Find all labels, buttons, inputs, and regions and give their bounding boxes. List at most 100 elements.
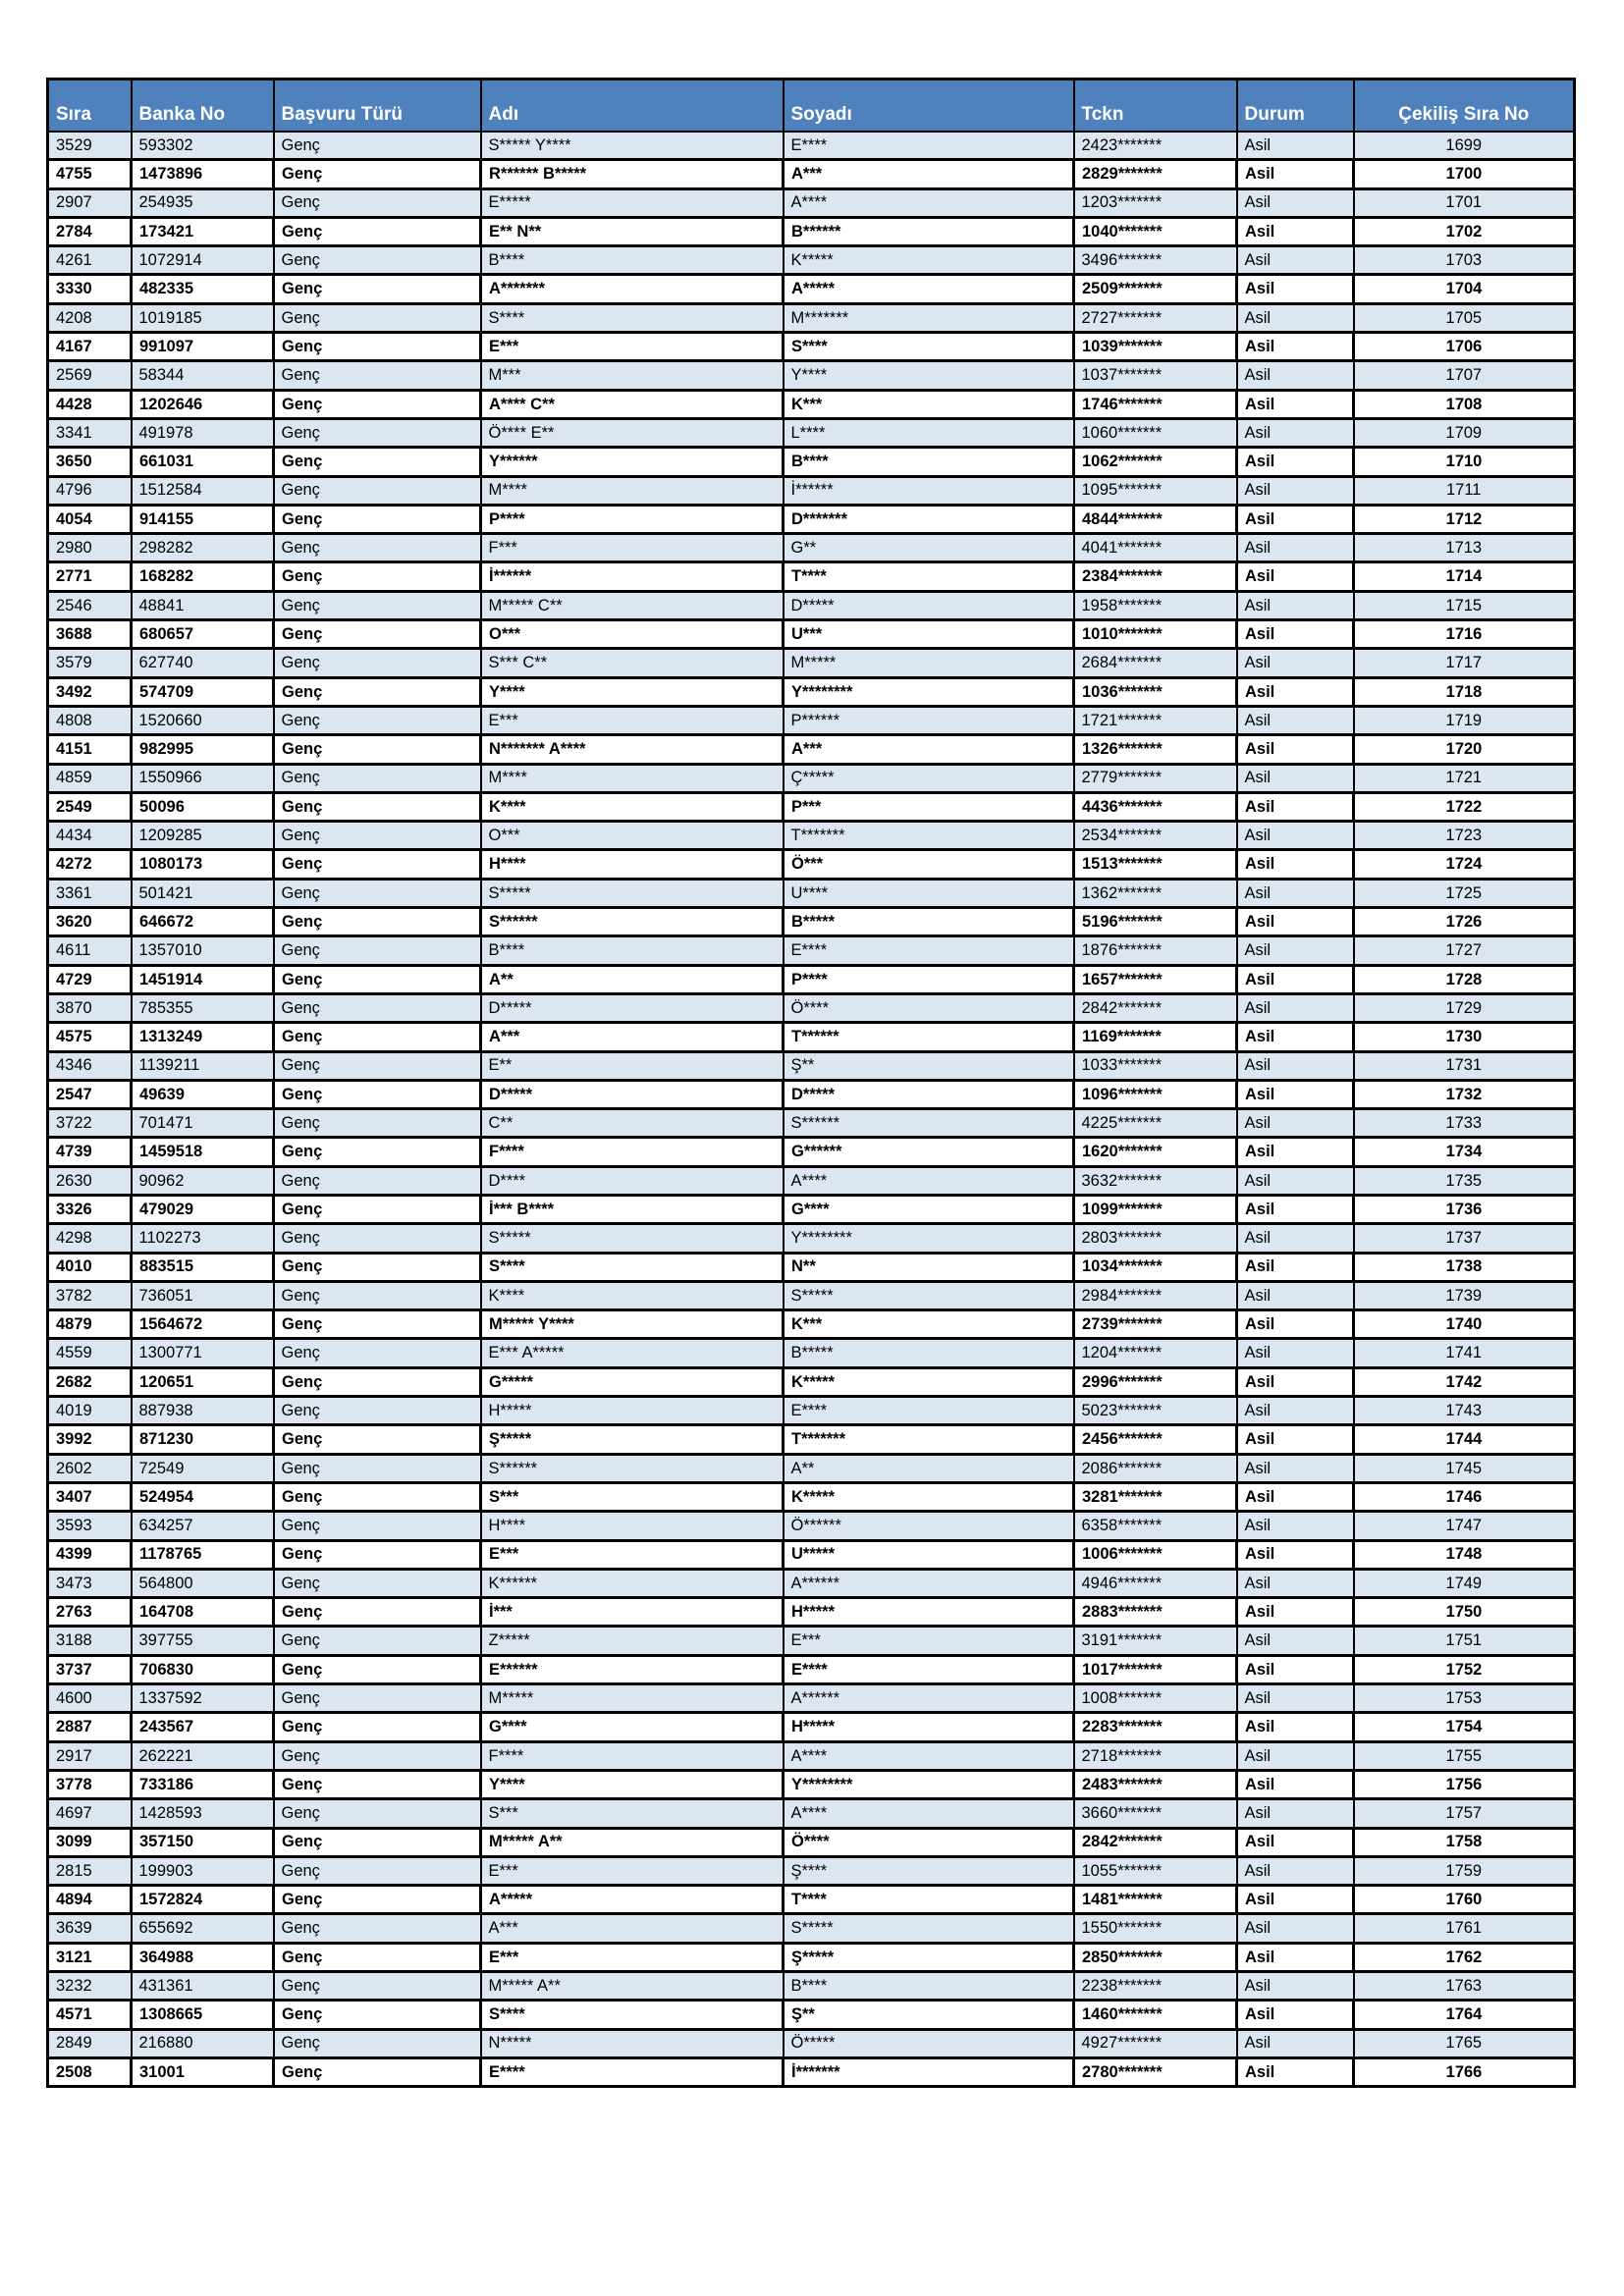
cell-soyadi: U***** [782,1538,1075,1571]
cell-basvuru-turu: Genç [272,1021,482,1053]
table-row: 4010 883515 Genç S**** N** 1034******* Asil 173… [46,1251,1576,1283]
cell-basvuru-turu: Genç [272,1510,482,1542]
cell-cekilis-sira-no: 1707 [1352,359,1576,392]
cell-cekilis-sira-no: 1755 [1352,1740,1576,1772]
table-row: 3492 574709 Genç Y**** Y******** 1036******* A… [46,675,1576,708]
cell-durum: Asil [1235,1740,1355,1772]
cell-banka-no: 1451914 [130,963,275,995]
cell-soyadi: İ******* [782,2056,1075,2089]
cell-banka-no: 646672 [130,906,275,938]
cell-adi: M**** [479,763,785,794]
cell-soyadi: E**** [782,1653,1075,1686]
cell-banka-no: 701471 [130,1107,275,1139]
cell-sira: 2907 [46,187,133,219]
table-row: 4859 1550966 Genç M**** Ç***** 2779******* Asi… [46,763,1576,794]
results-table: Sıra Banka No Başvuru Türü Adı Soyadı Tckn Dur… [46,78,1576,2089]
cell-sira: 2917 [46,1740,133,1772]
cell-adi: E*** [479,331,785,363]
cell-durum: Asil [1235,1049,1355,1082]
cell-adi: D***** [479,992,785,1024]
cell-soyadi: A**** [782,187,1075,219]
cell-adi: M***** A** [479,1826,785,1858]
table-row: 2547 49639 Genç D***** D***** 1096******* Asil… [46,1078,1576,1111]
cell-cekilis-sira-no: 1760 [1352,1884,1576,1916]
cell-cekilis-sira-no: 1717 [1352,647,1576,679]
cell-soyadi: S***** [782,1912,1075,1945]
cell-sira: 4600 [46,1682,133,1714]
cell-durum: Asil [1235,1797,1355,1830]
cell-sira: 2763 [46,1596,133,1629]
cell-basvuru-turu: Genç [272,733,482,766]
cell-basvuru-turu: Genç [272,1251,482,1283]
cell-tckn: 1017******* [1072,1653,1238,1686]
cell-sira: 3688 [46,618,133,651]
cell-cekilis-sira-no: 1725 [1352,878,1576,909]
cell-soyadi: Ö*** [782,848,1075,881]
cell-tckn: 1657******* [1072,963,1238,995]
cell-durum: Asil [1235,2056,1355,2089]
cell-cekilis-sira-no: 1730 [1352,1021,1576,1053]
cell-sira: 4019 [46,1395,133,1426]
cell-adi: G**** [479,1711,785,1743]
column-header-adi: Adı [479,78,785,133]
table-row: 3407 524954 Genç S*** K***** 3281******* Asil 1… [46,1480,1576,1514]
cell-sira: 4611 [46,934,133,967]
cell-sira: 2887 [46,1711,133,1743]
cell-durum: Asil [1235,1826,1355,1858]
cell-durum: Asil [1235,1021,1355,1053]
cell-cekilis-sira-no: 1731 [1352,1049,1576,1082]
cell-sira: 3326 [46,1193,133,1226]
table-row: 3620 646672 Genç S****** B***** 5196******* As… [46,906,1576,938]
cell-tckn: 1721******* [1072,705,1238,736]
cell-cekilis-sira-no: 1699 [1352,130,1576,161]
cell-cekilis-sira-no: 1764 [1352,1999,1576,2031]
cell-cekilis-sira-no: 1762 [1352,1941,1576,1974]
cell-sira: 3722 [46,1107,133,1139]
cell-adi: A*** [479,1021,785,1053]
cell-soyadi: K***** [782,244,1075,276]
cell-basvuru-turu: Genç [272,1308,482,1341]
cell-soyadi: P*** [782,790,1075,824]
cell-durum: Asil [1235,705,1355,736]
cell-soyadi: G** [782,532,1075,563]
cell-banka-no: 501421 [130,878,275,909]
table-row: 3330 482335 Genç A******* A***** 2509******* A… [46,273,1576,305]
cell-durum: Asil [1235,1596,1355,1629]
cell-sira: 3870 [46,992,133,1024]
cell-adi: O*** [479,618,785,651]
table-row: 4272 1080173 Genç H**** Ö*** 1513******* Asil 1… [46,848,1576,881]
cell-soyadi: G****** [782,1136,1075,1168]
cell-banka-no: 574709 [130,675,275,708]
cell-tckn: 2842******* [1072,1826,1238,1858]
cell-tckn: 1326******* [1072,733,1238,766]
cell-durum: Asil [1235,1682,1355,1714]
cell-adi: D**** [479,1165,785,1197]
table-row: 3529 593302 Genç S***** Y**** E**** 2423*****… [46,130,1576,161]
cell-cekilis-sira-no: 1720 [1352,733,1576,766]
table-row: 4611 1357010 Genç B**** E**** 1876******* Asil… [46,934,1576,967]
cell-sira: 4261 [46,244,133,276]
table-row: 4434 1209285 Genç O*** T******* 2534******* As… [46,820,1576,851]
cell-basvuru-turu: Genç [272,1568,482,1599]
cell-banka-no: 1473896 [130,158,275,190]
cell-cekilis-sira-no: 1763 [1352,1970,1576,2002]
table-row: 2815 199903 Genç E*** Ş**** 1055******* Asil 17… [46,1855,1576,1887]
cell-sira: 4894 [46,1884,133,1916]
cell-tckn: 3281******* [1072,1480,1238,1514]
cell-cekilis-sira-no: 1759 [1352,1855,1576,1887]
cell-sira: 2508 [46,2056,133,2089]
cell-durum: Asil [1235,1999,1355,2031]
cell-sira: 4167 [46,331,133,363]
cell-basvuru-turu: Genç [272,675,482,708]
table-row: 3326 479029 Genç İ*** B**** G**** 1099*******… [46,1193,1576,1226]
cell-sira: 3639 [46,1912,133,1945]
cell-tckn: 2842******* [1072,992,1238,1024]
cell-soyadi: E**** [782,1395,1075,1426]
cell-banka-no: 254935 [130,187,275,219]
cell-basvuru-turu: Genç [272,1107,482,1139]
cell-banka-no: 1357010 [130,934,275,967]
cell-adi: H**** [479,848,785,881]
cell-soyadi: A**** [782,1740,1075,1772]
cell-soyadi: S**** [782,331,1075,363]
cell-durum: Asil [1235,1136,1355,1168]
